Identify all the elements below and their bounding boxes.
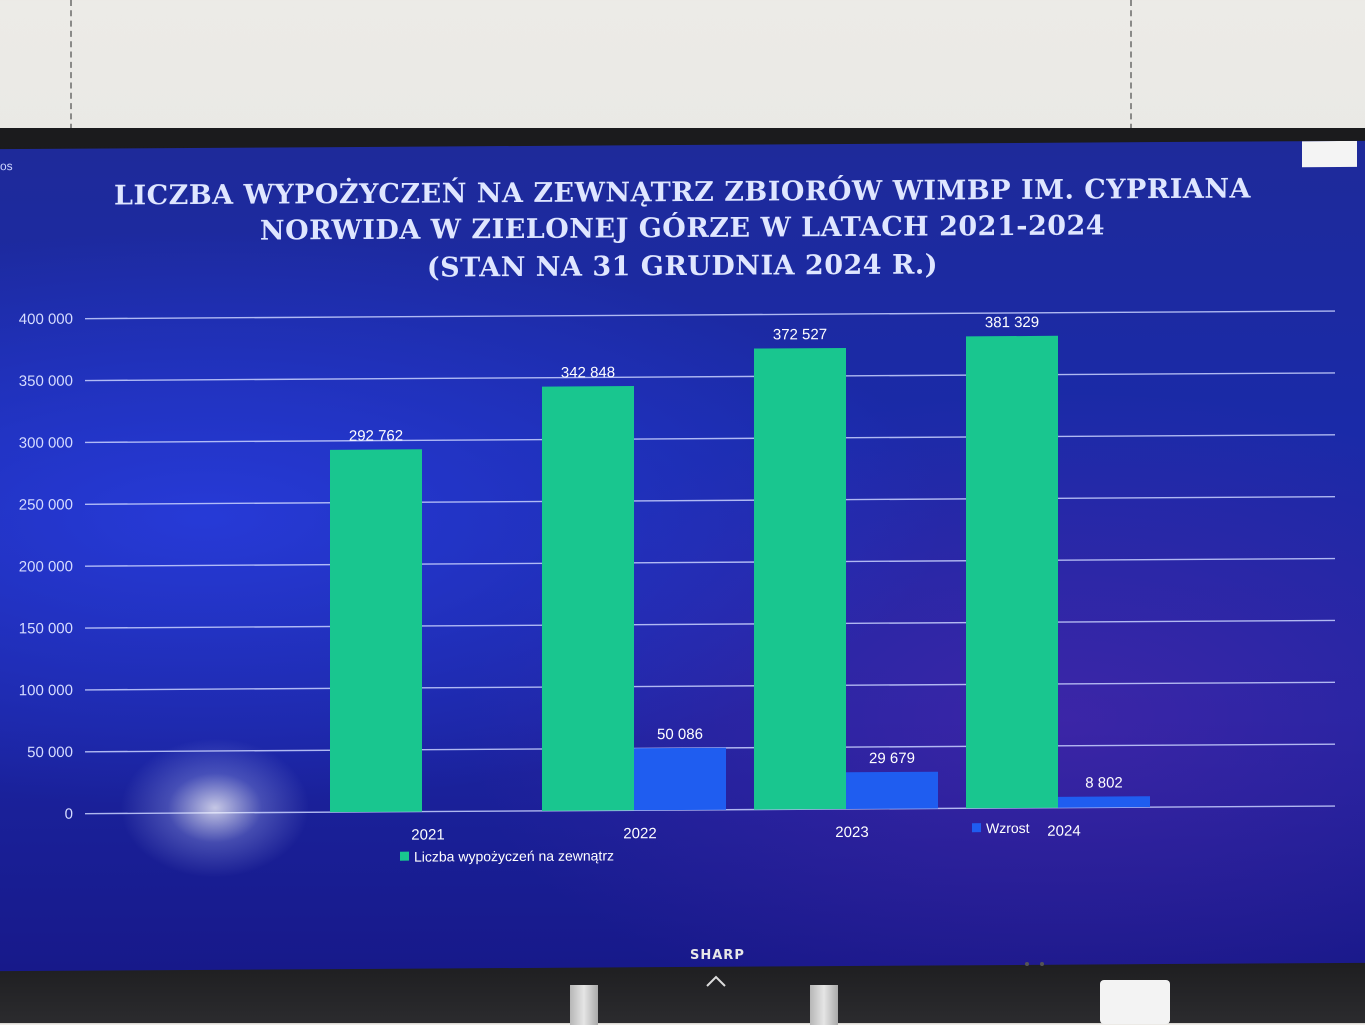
bar-growth — [846, 771, 938, 810]
tv-stand-leg — [810, 985, 838, 1025]
gridline — [85, 372, 1335, 382]
gridline — [85, 681, 1335, 691]
data-label: 372 527 — [773, 326, 827, 343]
gridline — [85, 619, 1335, 629]
data-label: 292 762 — [349, 427, 403, 444]
gridline — [85, 434, 1335, 444]
wall-outlet — [1100, 980, 1170, 1024]
data-label: 29 679 — [869, 750, 915, 767]
x-tick-label: 2022 — [623, 825, 656, 842]
legend-swatch — [972, 823, 981, 833]
y-tick-label: 0 — [65, 806, 73, 823]
y-tick-label: 250 000 — [19, 496, 73, 513]
bar-loans — [542, 386, 634, 811]
bar-growth — [634, 747, 726, 811]
data-label: 342 848 — [561, 364, 615, 381]
legend-label: Liczba wypożyczeń na zewnątrz — [414, 847, 614, 864]
y-tick-label: 350 000 — [19, 373, 73, 390]
hanging-cable-left — [70, 0, 72, 140]
legend-label: Wzrost — [986, 820, 1030, 836]
data-label: 50 086 — [657, 726, 703, 743]
data-label: 381 329 — [985, 314, 1039, 331]
y-tick-label: 100 000 — [19, 682, 73, 699]
hanging-cable-right — [1130, 0, 1132, 140]
legend-swatch — [400, 851, 409, 861]
bar-chart: 0 50 000 100 000 150 000 200 000 250 000 300 0… — [19, 310, 1335, 865]
chevron-up-icon — [706, 975, 726, 987]
tv-screen: os LICZBA WYPOŻYCZEŃ NA ZEWNĄTRZ ZBIORÓW… — [0, 140, 1365, 972]
data-label: 8 802 — [1085, 774, 1123, 791]
bar-loans — [754, 347, 846, 810]
y-tick-label: 200 000 — [19, 558, 73, 575]
y-tick-label: 400 000 — [19, 311, 73, 328]
y-tick-label: 50 000 — [27, 744, 73, 761]
tv-indicator-led — [1040, 962, 1044, 966]
gridline — [85, 310, 1335, 320]
bar-growth — [1058, 796, 1150, 808]
tv-indicator-led — [1025, 962, 1029, 966]
tv-brand-logo: SHARP — [690, 948, 745, 963]
tv-stand-leg — [570, 985, 598, 1025]
y-tick-label: 300 000 — [19, 434, 73, 451]
y-tick-label: 150 000 — [19, 620, 73, 637]
gridline — [85, 557, 1335, 567]
x-tick-label: 2024 — [1047, 823, 1080, 840]
gridline — [85, 495, 1335, 505]
x-tick-label: 2021 — [411, 826, 444, 843]
x-tick-label: 2023 — [835, 824, 868, 841]
bar-loans — [330, 449, 422, 813]
bar-loans — [966, 335, 1058, 809]
